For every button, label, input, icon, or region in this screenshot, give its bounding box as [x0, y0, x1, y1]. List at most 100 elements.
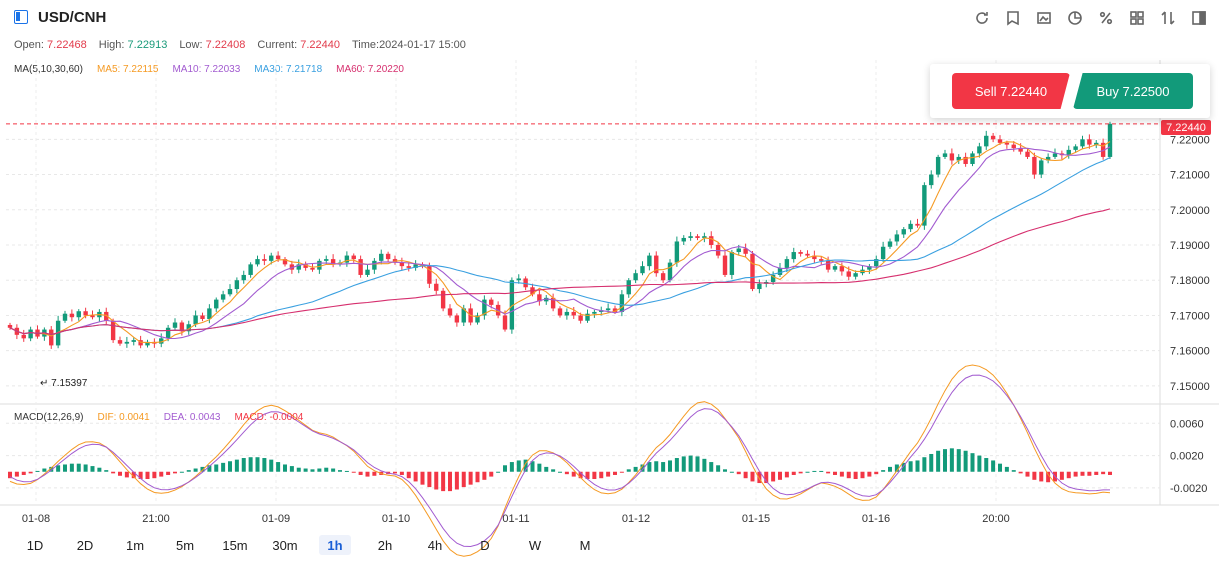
- ma-legend: MA(5,10,30,60) MA5: 7.22115 MA10: 7.2203…: [14, 64, 404, 75]
- ma-legend-name[interactable]: MA(5,10,30,60): [14, 64, 83, 75]
- macd-bar: [585, 471, 590, 480]
- macd-bar: [936, 450, 941, 472]
- page-title: USD/CNH: [38, 9, 107, 26]
- timeframe-1m[interactable]: 1m: [125, 537, 145, 553]
- candle-body: [1039, 160, 1044, 175]
- x-tick-label: 01-16: [862, 513, 890, 525]
- macd-bar: [530, 461, 535, 472]
- candle-body: [784, 259, 790, 268]
- candle-body: [447, 308, 453, 316]
- candle-body: [193, 315, 198, 325]
- timeframe-1d[interactable]: 1D: [26, 537, 44, 553]
- timeframe-5m[interactable]: 5m: [175, 537, 195, 553]
- sort-icon[interactable]: [1158, 8, 1178, 28]
- candle-body: [110, 320, 116, 341]
- candle-body: [358, 259, 363, 275]
- timeframe-15m[interactable]: 15m: [222, 537, 248, 553]
- macd-bar: [28, 471, 33, 474]
- candle-body: [262, 259, 267, 261]
- toolbar: [972, 8, 1209, 28]
- layout-icon[interactable]: [1189, 8, 1209, 28]
- macd-bar: [991, 460, 996, 472]
- macd-bar: [21, 471, 26, 475]
- refresh-icon[interactable]: [972, 8, 992, 28]
- candle-body: [399, 262, 405, 267]
- macd-tick-label: -0.0020: [1170, 483, 1207, 495]
- macd-bar: [1094, 471, 1099, 475]
- macd-bar: [702, 458, 707, 472]
- macd-bar: [915, 460, 920, 472]
- timeframe-2d[interactable]: 2D: [76, 537, 94, 553]
- macd-bar: [83, 464, 88, 472]
- candle-body: [695, 236, 700, 238]
- timeframe-4h[interactable]: 4h: [427, 537, 443, 553]
- chart-type-icon[interactable]: [1034, 8, 1054, 28]
- candle-body: [1045, 156, 1051, 161]
- macd-bar: [963, 450, 968, 472]
- indicator-icon[interactable]: [1065, 8, 1085, 28]
- macd-bar: [454, 471, 459, 490]
- draw-icon[interactable]: [1003, 8, 1023, 28]
- macd-bar: [654, 461, 659, 472]
- timeframe-m[interactable]: M: [579, 537, 591, 553]
- grid-icon[interactable]: [1127, 8, 1147, 28]
- timeframe-w[interactable]: W: [528, 537, 542, 553]
- y-tick-label: 7.20000: [1170, 205, 1210, 217]
- macd-bar: [661, 462, 666, 472]
- candle-body: [186, 324, 191, 332]
- macd-bar: [90, 466, 95, 472]
- macd-bar: [221, 462, 226, 472]
- percent-icon[interactable]: [1096, 8, 1116, 28]
- candle-body: [853, 273, 858, 277]
- macd-bar: [461, 471, 466, 488]
- macd-bar: [551, 469, 556, 472]
- candle-body: [427, 266, 432, 284]
- macd-bar: [338, 470, 342, 472]
- macd-bar: [537, 463, 542, 472]
- macd-bar: [145, 471, 150, 480]
- candle-body: [303, 264, 308, 268]
- buy-button[interactable]: Buy 7.22500: [1073, 73, 1193, 109]
- candle-body: [227, 289, 233, 295]
- candle-body: [21, 334, 26, 339]
- candle-body: [83, 311, 88, 316]
- candle-body: [482, 299, 487, 316]
- candle-body: [324, 259, 329, 261]
- trade-panel: Sell 7.22440 Buy 7.22500: [930, 64, 1210, 118]
- macd-bar: [1066, 471, 1071, 479]
- x-tick-label: 01-10: [382, 513, 410, 525]
- macd-bar: [8, 471, 12, 479]
- macd-bar: [234, 459, 239, 472]
- candle-body: [812, 255, 817, 260]
- macd-bar: [289, 466, 294, 472]
- timeframe-d[interactable]: D: [480, 537, 490, 553]
- candle-body: [798, 252, 803, 254]
- macd-bar: [619, 471, 624, 473]
- macd-bar: [193, 468, 198, 472]
- y-tick-label: 7.18000: [1170, 275, 1210, 287]
- candle-body: [138, 340, 143, 346]
- macd-legend-name[interactable]: MACD(12,26,9): [14, 412, 84, 423]
- macd-bar: [214, 464, 219, 472]
- candle-body: [475, 315, 480, 323]
- timeframe-30m[interactable]: 30m: [272, 537, 298, 553]
- timeframe-1h[interactable]: 1h: [319, 535, 351, 555]
- macd-bar: [441, 471, 446, 492]
- candle-body: [90, 315, 95, 318]
- macd-bar: [949, 448, 954, 472]
- timeframe-2h[interactable]: 2h: [377, 537, 393, 553]
- macd-bar: [448, 471, 452, 492]
- candle-body: [619, 294, 625, 312]
- x-tick-label: 01-09: [262, 513, 290, 525]
- macd-bar: [76, 463, 81, 472]
- macd-bar: [805, 471, 810, 473]
- macd-bar: [874, 471, 879, 475]
- candle-body: [839, 266, 845, 272]
- macd-bar: [489, 471, 494, 477]
- macd-bar: [1018, 471, 1023, 474]
- macd-bar: [310, 469, 315, 472]
- sell-button[interactable]: Sell 7.22440: [952, 73, 1070, 109]
- candle-body: [935, 156, 941, 175]
- macd-bar: [901, 462, 906, 472]
